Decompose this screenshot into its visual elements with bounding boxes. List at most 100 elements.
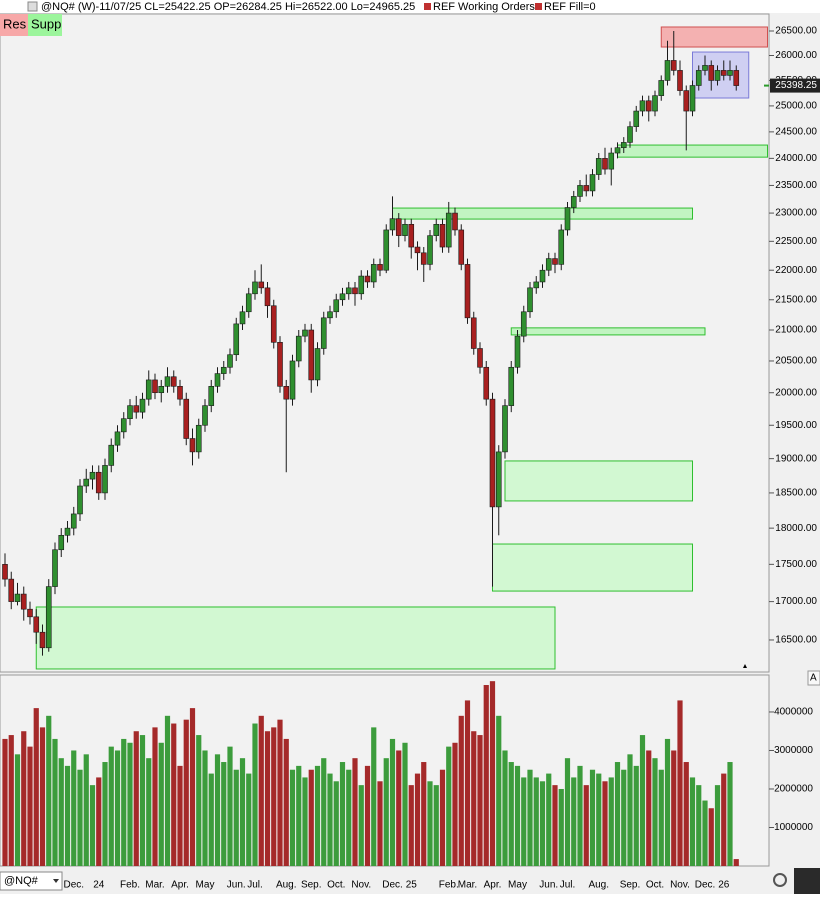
volume-bar [327, 773, 333, 866]
volume-bar [302, 777, 308, 866]
candle-body [302, 329, 308, 337]
volume-bar [14, 754, 21, 866]
volume-bar [652, 758, 658, 866]
x-tick-label: Nov. [351, 880, 371, 891]
volume-bar [602, 781, 608, 866]
legend-entry: REF Working Orders [433, 1, 535, 13]
volume-bar [189, 708, 196, 866]
volume-bar [102, 762, 108, 866]
header-icon[interactable] [27, 1, 38, 12]
x-tick-label: 26 [718, 880, 730, 891]
auto-scale-button[interactable] [807, 670, 820, 686]
y-tick-label: 26000.00 [775, 50, 817, 61]
res-button[interactable] [0, 14, 28, 36]
candle-body [120, 418, 127, 433]
volume-bar [108, 746, 114, 866]
candle-body [114, 431, 121, 446]
x-tick-label: Mar. [458, 880, 477, 891]
volume-bar [277, 719, 283, 866]
volume-bar [614, 762, 621, 866]
x-tick-label: Dec. [382, 880, 403, 891]
candle-body [83, 478, 90, 487]
candle-body [570, 196, 577, 208]
res-button-label[interactable]: Res [3, 16, 27, 31]
corner-button[interactable] [794, 868, 820, 894]
legend-swatch [535, 3, 542, 10]
candle-body [452, 212, 458, 231]
volume-bar [252, 723, 258, 866]
candle-body [533, 281, 540, 289]
volume-bar [464, 700, 471, 866]
x-tick-label: Mar. [145, 880, 164, 891]
x-tick-label: May [196, 880, 215, 891]
candle-body [20, 593, 27, 610]
symbol-label[interactable]: @NQ# [4, 875, 39, 887]
volume-bar [633, 765, 639, 866]
volume-bar [164, 715, 171, 866]
volume-bar [171, 723, 177, 866]
candle-body [177, 386, 183, 400]
zone [617, 144, 768, 158]
volume-bar [552, 785, 558, 866]
volume-bar [564, 758, 571, 866]
last-price-box [770, 78, 820, 93]
candle-body [658, 80, 665, 96]
candle-body [508, 366, 515, 406]
volume-bar [196, 735, 202, 866]
volume-bar [8, 735, 14, 866]
volume-bar [421, 762, 427, 866]
volume-bar [439, 769, 446, 866]
candle-body [520, 311, 527, 337]
candle-body [589, 174, 596, 192]
volume-bar [364, 765, 371, 866]
dropdown-arrow [53, 879, 59, 883]
candle-body [702, 65, 708, 71]
volume-bar [46, 715, 52, 866]
volume-bar [202, 750, 208, 866]
x-tick-label: Oct. [327, 880, 345, 891]
zone [692, 51, 750, 99]
candle-body [214, 373, 221, 387]
volume-bar [352, 758, 358, 866]
supp-button-label[interactable]: Supp [31, 16, 61, 31]
volume-bar [64, 765, 71, 866]
volume-bar [308, 769, 314, 866]
volume-bar [671, 750, 677, 866]
volume-bar [477, 735, 483, 866]
candle-body [164, 376, 171, 387]
candle-body [433, 224, 440, 236]
candle-body [502, 405, 508, 453]
volume-bar [96, 777, 102, 866]
symbol-select[interactable] [0, 871, 63, 891]
candle-body [464, 264, 471, 319]
volume-bar [627, 754, 633, 866]
volume-bar [121, 738, 127, 866]
zone [392, 207, 693, 220]
auto-scale-icon[interactable]: A [810, 673, 817, 684]
candle-body [695, 70, 702, 86]
candle-body [639, 100, 646, 112]
volume-bar [221, 762, 227, 866]
volume-bar [77, 769, 83, 866]
candle-body [295, 335, 302, 362]
candle-body [277, 342, 283, 387]
zone [510, 327, 706, 336]
candle-body [45, 586, 52, 649]
zoom-icon[interactable] [773, 873, 787, 887]
candle-body [427, 235, 433, 265]
volume-bar [27, 746, 33, 866]
volume-bar [383, 758, 389, 866]
zone [35, 606, 556, 670]
volume-bar [264, 731, 271, 866]
supp-button[interactable] [28, 14, 62, 36]
volume-bar [52, 738, 58, 866]
candle-body [252, 281, 258, 295]
volume-bar [358, 785, 364, 866]
x-tick-label: Jul. [247, 880, 263, 891]
y-tick-label: 16500.00 [775, 635, 817, 646]
volume-bar [514, 765, 521, 866]
x-tick-label: Nov. [670, 880, 690, 891]
zone [504, 460, 693, 502]
volume-bar [314, 765, 321, 866]
candle-body [358, 275, 365, 295]
